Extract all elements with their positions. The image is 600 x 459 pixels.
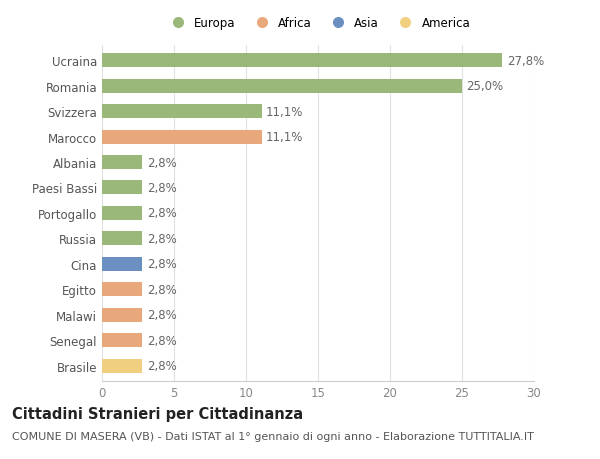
Text: 11,1%: 11,1% [266, 131, 304, 144]
Bar [102, 257, 142, 271]
Text: COMUNE DI MASERA (VB) - Dati ISTAT al 1° gennaio di ogni anno - Elaborazione TUT: COMUNE DI MASERA (VB) - Dati ISTAT al 1°… [12, 431, 534, 442]
Text: 2,8%: 2,8% [146, 207, 176, 220]
Text: 2,8%: 2,8% [146, 283, 176, 296]
Text: 2,8%: 2,8% [146, 156, 176, 169]
Text: 2,8%: 2,8% [146, 359, 176, 372]
Text: 2,8%: 2,8% [146, 308, 176, 321]
Bar [102, 232, 142, 246]
Text: 11,1%: 11,1% [266, 106, 304, 118]
Text: 2,8%: 2,8% [146, 232, 176, 245]
Bar [102, 79, 462, 94]
Text: 2,8%: 2,8% [146, 334, 176, 347]
Text: 2,8%: 2,8% [146, 182, 176, 195]
Bar [102, 105, 262, 119]
Bar [102, 283, 142, 297]
Bar [102, 54, 502, 68]
Text: Cittadini Stranieri per Cittadinanza: Cittadini Stranieri per Cittadinanza [12, 406, 303, 421]
Bar [102, 333, 142, 347]
Text: 25,0%: 25,0% [466, 80, 503, 93]
Legend: Europa, Africa, Asia, America: Europa, Africa, Asia, America [162, 13, 474, 34]
Bar [102, 181, 142, 195]
Bar [102, 359, 142, 373]
Bar [102, 156, 142, 170]
Bar [102, 207, 142, 220]
Text: 2,8%: 2,8% [146, 257, 176, 271]
Bar [102, 130, 262, 144]
Bar [102, 308, 142, 322]
Text: 27,8%: 27,8% [506, 55, 544, 67]
